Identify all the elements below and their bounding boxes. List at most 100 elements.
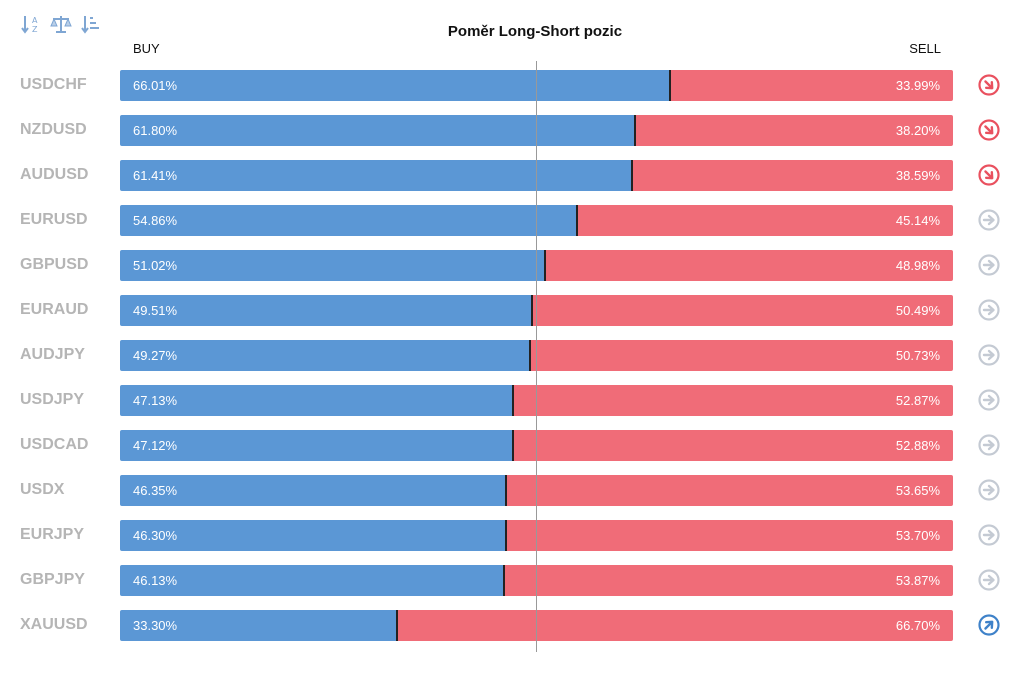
trend-down-icon[interactable]: [977, 73, 1001, 97]
sell-percent-label: 52.88%: [895, 438, 940, 453]
ratio-bar[interactable]: 46.35% 53.65%: [120, 475, 953, 506]
symbol-label[interactable]: EURJPY: [20, 526, 85, 543]
symbol-label[interactable]: AUDUSD: [20, 166, 89, 183]
ratio-divider: [512, 430, 514, 461]
center-reference-line: [536, 61, 537, 652]
symbol-label[interactable]: NZDUSD: [20, 121, 87, 138]
ratio-bar[interactable]: 47.13% 52.87%: [120, 385, 953, 416]
buy-bar-segment: [120, 250, 545, 281]
buy-percent-label: 66.01%: [133, 78, 178, 93]
svg-text:Z: Z: [32, 25, 38, 34]
sell-percent-label: 38.59%: [895, 168, 940, 183]
sell-percent-label: 45.14%: [895, 213, 940, 228]
trend-down-icon[interactable]: [977, 163, 1001, 187]
trend-neutral-icon[interactable]: [977, 343, 1001, 367]
buy-percent-label: 61.80%: [133, 123, 178, 138]
buy-bar-segment: [120, 520, 506, 551]
trend-neutral-icon[interactable]: [977, 568, 1001, 592]
symbol-label[interactable]: GBPJPY: [20, 571, 85, 588]
sort-amount-icon[interactable]: [80, 12, 102, 36]
chart-title: Poměr Long-Short pozic: [447, 23, 623, 40]
ratio-divider: [396, 610, 398, 641]
symbol-label[interactable]: GBPUSD: [20, 256, 89, 273]
sell-bar-segment: [506, 475, 953, 506]
ratio-row: GBPUSD 51.02% 48.98%: [0, 250, 1020, 281]
sell-percent-label: 38.20%: [895, 123, 940, 138]
buy-bar-segment: [120, 565, 504, 596]
trend-neutral-icon[interactable]: [977, 388, 1001, 412]
buy-bar-segment: [120, 295, 532, 326]
sell-bar-segment: [577, 205, 953, 236]
sort-alpha-icon[interactable]: A Z: [20, 12, 42, 36]
ratio-bar[interactable]: 49.27% 50.73%: [120, 340, 953, 371]
symbol-label[interactable]: XAUUSD: [20, 616, 88, 633]
buy-header: BUY: [133, 41, 160, 56]
buy-bar-segment: [120, 430, 513, 461]
buy-percent-label: 47.13%: [133, 393, 178, 408]
sell-bar-segment: [513, 385, 953, 416]
symbol-label[interactable]: USDX: [20, 481, 65, 498]
symbol-label[interactable]: AUDJPY: [20, 346, 85, 363]
ratio-bar[interactable]: 61.41% 38.59%: [120, 160, 953, 191]
sell-bar-segment: [504, 565, 953, 596]
sell-percent-label: 52.87%: [895, 393, 940, 408]
symbol-label[interactable]: USDCAD: [20, 436, 89, 453]
ratio-divider: [529, 340, 531, 371]
buy-bar-segment: [120, 340, 530, 371]
ratio-divider: [505, 520, 507, 551]
ratio-row: GBPJPY 46.13% 53.87%: [0, 565, 1020, 596]
symbol-label[interactable]: EURAUD: [20, 301, 89, 318]
ratio-divider: [576, 205, 578, 236]
sell-bar-segment: [635, 115, 953, 146]
symbol-label[interactable]: USDJPY: [20, 391, 85, 408]
trend-neutral-icon[interactable]: [977, 478, 1001, 502]
sell-percent-label: 53.87%: [895, 573, 940, 588]
ratio-divider: [503, 565, 505, 596]
buy-percent-label: 49.27%: [133, 348, 178, 363]
buy-bar-segment: [120, 205, 577, 236]
ratio-divider: [512, 385, 514, 416]
ratio-divider: [634, 115, 636, 146]
buy-percent-label: 47.12%: [133, 438, 178, 453]
buy-percent-label: 54.86%: [133, 213, 178, 228]
toolbar: A Z: [20, 12, 102, 38]
ratio-bar[interactable]: 49.51% 50.49%: [120, 295, 953, 326]
ratio-bar[interactable]: 47.12% 52.88%: [120, 430, 953, 461]
buy-percent-label: 46.35%: [133, 483, 178, 498]
ratio-row: USDX 46.35% 53.65%: [0, 475, 1020, 506]
ratio-bar[interactable]: 46.13% 53.87%: [120, 565, 953, 596]
ratio-row: USDJPY 47.13% 52.87%: [0, 385, 1020, 416]
trend-up-icon[interactable]: [977, 613, 1001, 637]
ratio-divider: [669, 70, 671, 101]
buy-bar-segment: [120, 610, 397, 641]
trend-neutral-icon[interactable]: [977, 433, 1001, 457]
buy-bar-segment: [120, 70, 670, 101]
trend-down-icon[interactable]: [977, 118, 1001, 142]
symbol-label[interactable]: USDCHF: [20, 76, 87, 93]
ratio-bar[interactable]: 66.01% 33.99%: [120, 70, 953, 101]
ratio-bar[interactable]: 33.30% 66.70%: [120, 610, 953, 641]
ratio-bar[interactable]: 54.86% 45.14%: [120, 205, 953, 236]
sell-bar-segment: [532, 295, 953, 326]
balance-scale-icon[interactable]: [50, 12, 72, 36]
trend-neutral-icon[interactable]: [977, 298, 1001, 322]
sell-percent-label: 66.70%: [895, 618, 940, 633]
sell-bar-segment: [670, 70, 953, 101]
ratio-row: AUDUSD 61.41% 38.59%: [0, 160, 1020, 191]
ratio-bar[interactable]: 61.80% 38.20%: [120, 115, 953, 146]
sell-bar-segment: [632, 160, 953, 191]
symbol-label[interactable]: EURUSD: [20, 211, 88, 228]
ratio-row: EURUSD 54.86% 45.14%: [0, 205, 1020, 236]
trend-neutral-icon[interactable]: [977, 253, 1001, 277]
trend-neutral-icon[interactable]: [977, 208, 1001, 232]
ratio-bar[interactable]: 51.02% 48.98%: [120, 250, 953, 281]
trend-neutral-icon[interactable]: [977, 523, 1001, 547]
sell-bar-segment: [397, 610, 953, 641]
ratio-row: USDCAD 47.12% 52.88%: [0, 430, 1020, 461]
ratio-bar[interactable]: 46.30% 53.70%: [120, 520, 953, 551]
sell-bar-segment: [513, 430, 953, 461]
sell-percent-label: 53.65%: [895, 483, 940, 498]
sell-bar-segment: [545, 250, 953, 281]
ratio-divider: [544, 250, 546, 281]
buy-bar-segment: [120, 115, 635, 146]
